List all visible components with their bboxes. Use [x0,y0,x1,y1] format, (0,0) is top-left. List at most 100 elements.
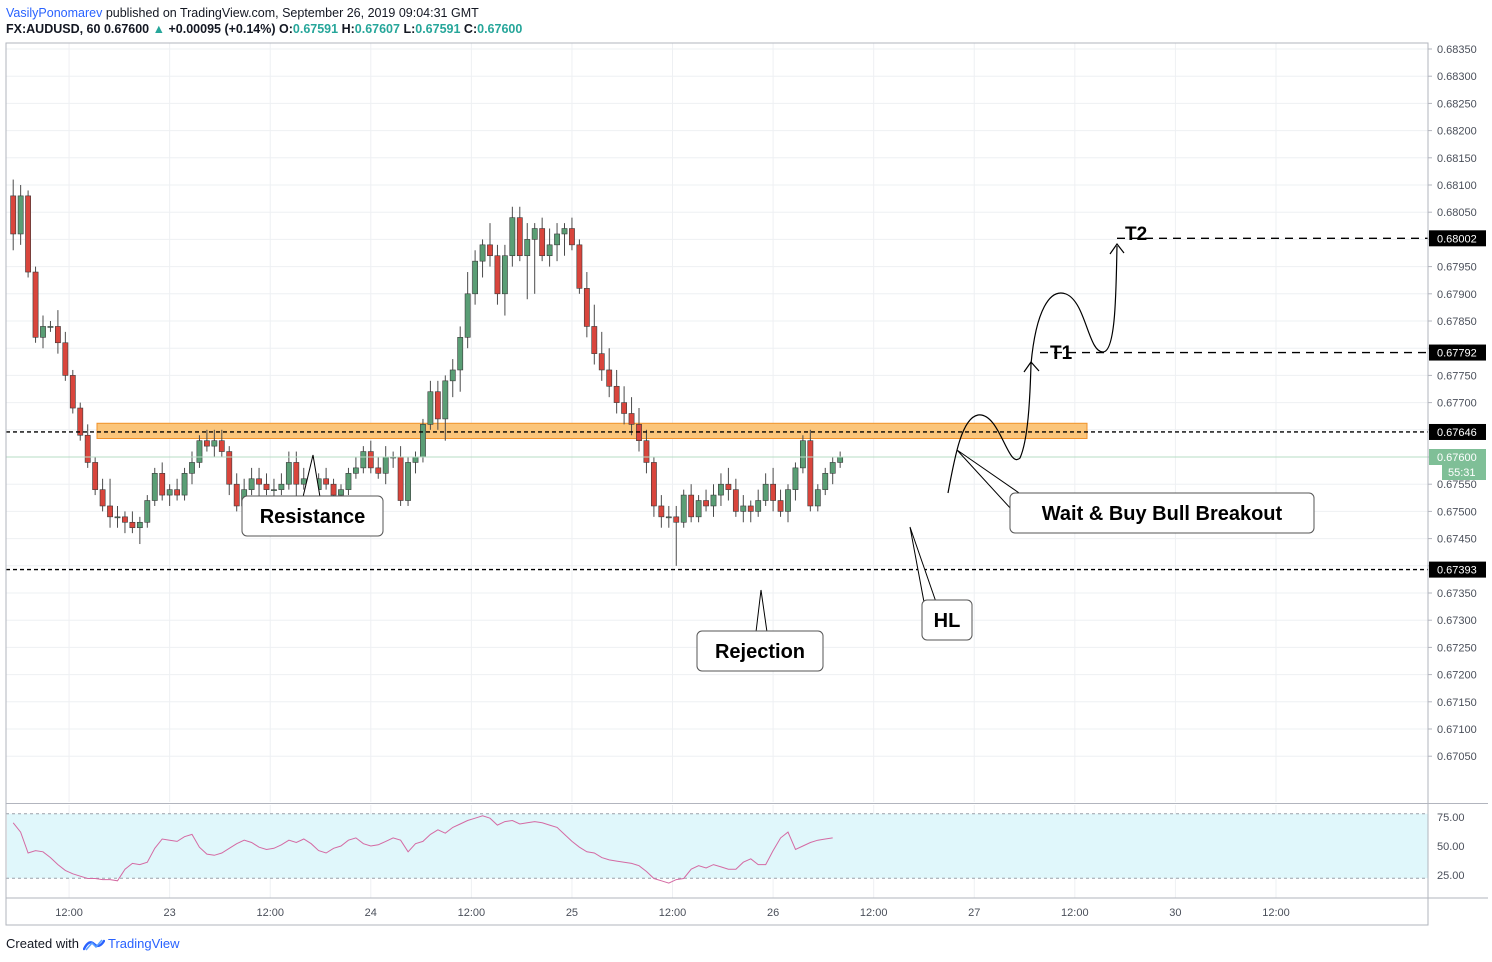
candle-up [144,500,151,523]
change-arrow-icon: ▲ [152,22,165,36]
time-tick-label: 30 [1169,907,1181,919]
candle-up [248,478,255,490]
candle-down [777,500,784,512]
candle-up [785,489,791,512]
rsi-tick-label: 50.00 [1437,841,1465,853]
price-tick-label: 0.67450 [1437,534,1477,546]
price-tick-label: 0.67350 [1437,588,1477,600]
candle-up [561,228,568,235]
price-tick-label: 0.67050 [1437,751,1477,763]
candle-up [546,244,553,257]
candle-down [673,516,680,523]
candle-up [196,440,203,463]
callouts: Resistance Rejection HL Wait & Buy Bull Bre… [241,449,1315,672]
candle-up [718,483,724,496]
candle-down [174,489,180,496]
current-price-label: 0.67600 [1437,452,1477,464]
candle-up [829,462,836,474]
candle-up [695,500,702,518]
candle-down [122,516,128,523]
time-tick-label: 12:00 [256,907,284,919]
price-tick-label: 0.67150 [1437,697,1477,709]
candle-up [799,440,806,469]
low-value: 0.67591 [415,22,461,36]
tradingview-logo-icon [82,939,105,951]
candle-down [628,413,635,425]
publish-info: VasilyPonomarev published on TradingView… [6,6,479,20]
time-tick-label: 12:00 [1061,907,1089,919]
author-link[interactable]: VasilyPonomarev [6,6,103,20]
candle-up [710,494,717,507]
resistance-zone [96,422,1088,440]
price-tick-label: 0.68150 [1437,153,1477,165]
last-price: 0.67600 [103,22,150,36]
candle-down [69,375,76,409]
t1-price-label: 0.67792 [1437,348,1477,360]
candle-up [114,516,121,519]
candle-down [487,244,493,257]
gridlines [6,43,1428,898]
candle-down [583,288,590,327]
candle-down [99,489,106,507]
candle-down [84,434,91,463]
rsi-band [7,813,1428,879]
close-label: C: [463,22,478,36]
candle-up [352,467,359,474]
candle-up [524,239,531,257]
candle-down [688,494,695,518]
candles [10,179,844,566]
price-tick-label: 0.68350 [1437,44,1477,56]
support-price-label-bg [1429,561,1486,578]
candle-down [606,369,613,387]
candle-up [300,478,307,485]
price-tick-label: 0.67200 [1437,670,1477,682]
candle-up [837,456,844,463]
price-tick-label: 0.67500 [1437,506,1477,518]
level-lines [6,237,1428,571]
tradingview-link[interactable]: TradingView [108,936,180,951]
candle-up [680,494,687,523]
candle-down [32,271,39,338]
resistance-price-label-bg [1429,423,1486,440]
candle-down [233,483,240,507]
candle-down [293,462,300,485]
footer: Created with TradingView [6,936,180,951]
rejection-callout-label: Rejection [715,641,805,663]
candle-up [464,293,471,338]
time-tick-label: 12:00 [458,907,486,919]
resistance-price-label: 0.67646 [1437,427,1477,439]
candle-down [129,521,136,529]
axes: 0.68350 0.68300 0.68250 0.68200 0.68150 0.681… [5,42,1488,926]
price-tick-label: 0.67950 [1437,262,1477,274]
resistance-callout-pointer [302,454,321,498]
price-tick-label: 0.67700 [1437,398,1477,410]
high-value: 0.67607 [354,22,400,36]
price-tick-label: 0.67750 [1437,370,1477,382]
candle-up [189,462,195,474]
time-tick-label: 23 [164,907,176,919]
countdown-label: 55:31 [1448,467,1476,479]
candle-up [501,255,508,295]
candle-up [509,217,516,257]
candle-up [271,489,277,491]
t1-label: T1 [1050,343,1073,364]
candle-down [569,228,575,246]
rejection-callout-box [696,630,824,672]
candle-down [77,407,84,436]
price-tick-label: 0.68100 [1437,180,1477,192]
candle-up [755,500,762,512]
candle-down [263,483,270,490]
candle-down [591,326,598,354]
support-price-label: 0.67393 [1437,565,1477,577]
rsi-line [12,815,833,884]
price-tick-label: 0.67900 [1437,289,1477,301]
price-tick-label: 0.68200 [1437,126,1477,138]
candle-up [285,462,292,485]
created-with-text: Created with [6,936,79,951]
candle-up [420,424,426,458]
candle-down [375,467,382,474]
price-tick-label: 0.68250 [1437,98,1477,110]
candle-down [643,440,650,463]
candle-down [10,195,17,235]
